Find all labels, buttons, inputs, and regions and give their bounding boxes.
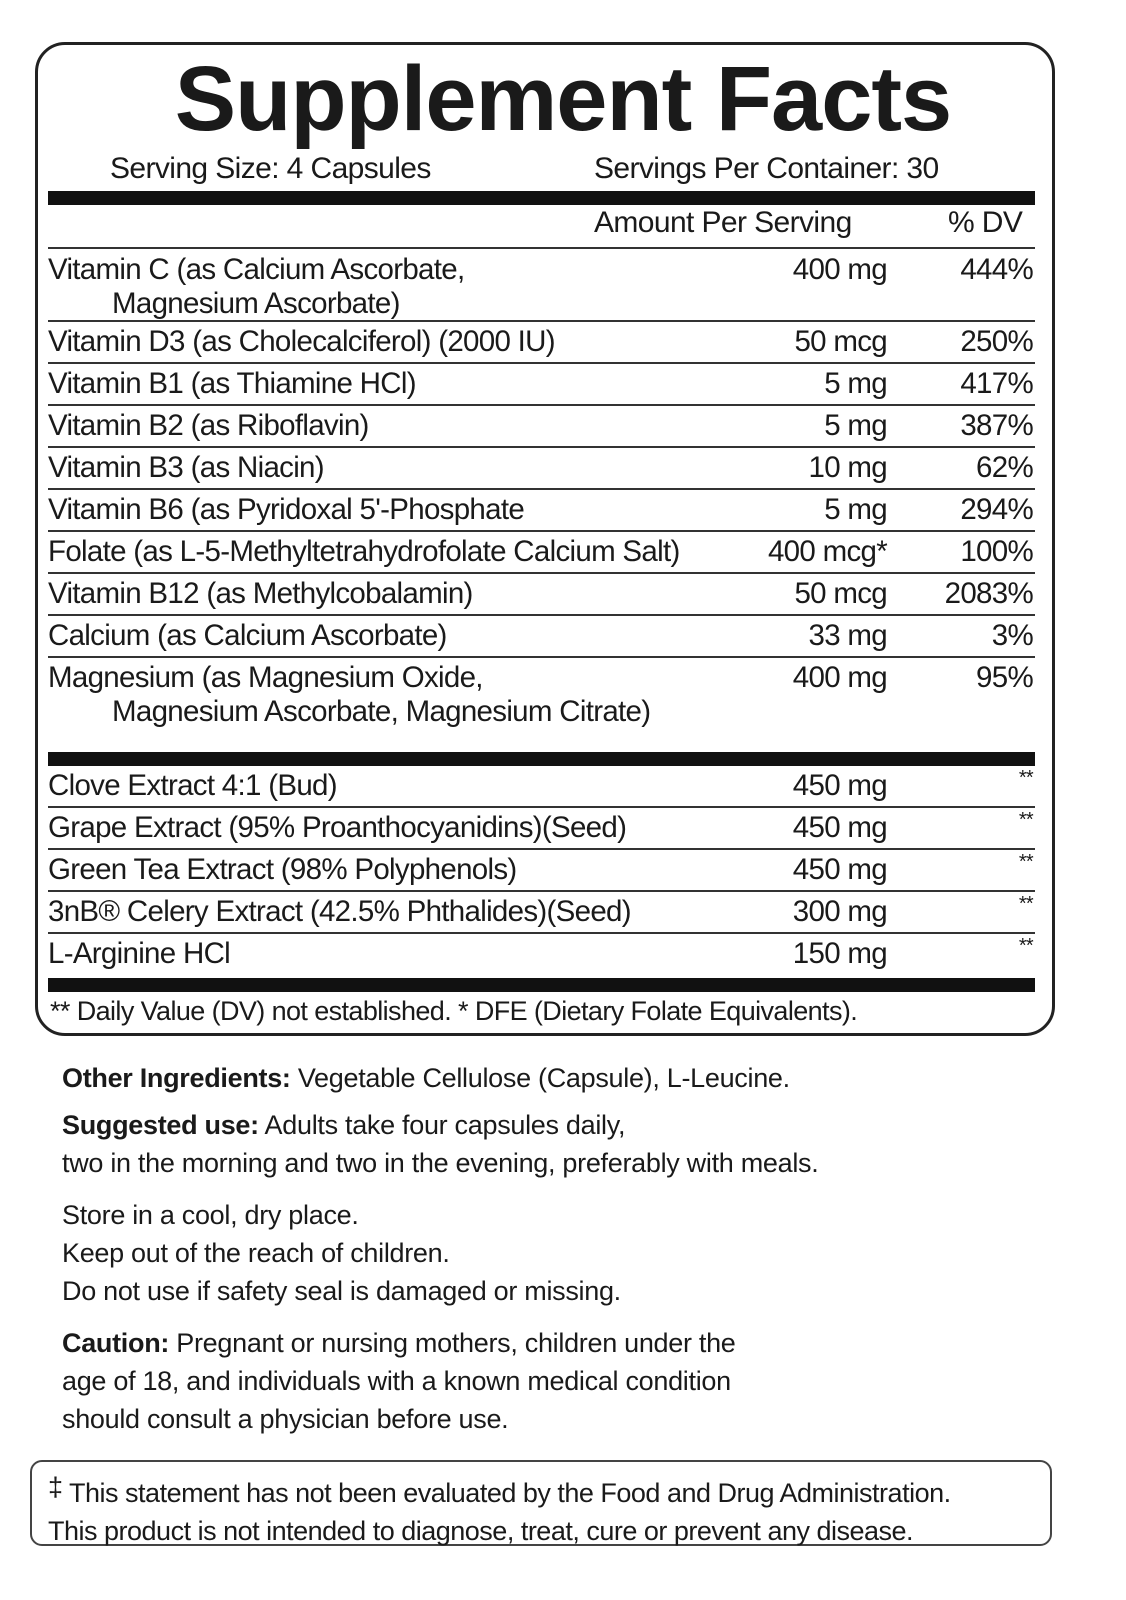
ingredient-dv: 3% <box>991 619 1034 652</box>
ingredient-amount: 300 mg <box>792 895 888 928</box>
text: This statement has not been evaluated by… <box>62 1478 951 1508</box>
fda-disclaimer: ‡ This statement has not been evaluated … <box>30 1460 1052 1546</box>
dv-header: % DV <box>948 206 1023 239</box>
serving-size: Serving Size: 4 Capsules <box>110 152 431 185</box>
ingredient-dv: 2083% <box>944 577 1034 610</box>
ingredient-name: Magnesium (as Magnesium Oxide, <box>48 661 483 694</box>
ingredient-row: Vitamin B2 (as Riboflavin) 5 mg 387% <box>48 406 1035 448</box>
ingredient-name-cont: Magnesium Ascorbate) <box>112 287 400 320</box>
ingredient-name: Vitamin D3 (as Cholecalciferol) (2000 IU… <box>48 325 556 358</box>
ingredient-name: Calcium (as Calcium Ascorbate) <box>48 619 447 652</box>
text: age of 18, and individuals with a known … <box>62 1366 731 1396</box>
ingredient-name: 3nB® Celery Extract (42.5% Phthalides)(S… <box>48 895 632 928</box>
text: Pregnant or nursing mothers, children un… <box>169 1328 736 1358</box>
ingredient-row: Green Tea Extract (98% Polyphenols) 450 m… <box>48 850 1035 892</box>
ingredient-row: Grape Extract (95% Proanthocyanidins)(Se… <box>48 808 1035 850</box>
ingredient-name-cont: Magnesium Ascorbate, Magnesium Citrate) <box>112 695 651 728</box>
ingredient-row: Clove Extract 4:1 (Bud) 450 mg ** <box>48 766 1035 808</box>
ingredient-amount: 50 mcg <box>794 577 887 610</box>
label: Caution: <box>62 1328 170 1358</box>
ingredient-amount: 450 mg <box>792 853 888 886</box>
ingredient-amount: 5 mg <box>824 493 887 526</box>
supplement-facts-panel <box>35 42 1055 1036</box>
ingredient-dv: 62% <box>976 451 1034 484</box>
ingredient-dv: ** <box>1018 935 1034 957</box>
label: Other Ingredients: <box>62 1063 291 1093</box>
ingredient-dv: ** <box>1018 893 1034 915</box>
text: Keep out of the reach of children. <box>62 1238 450 1268</box>
suggested-use: Suggested use: Adults take four capsules… <box>62 1106 819 1182</box>
dagger-mark: ‡ <box>48 1472 63 1502</box>
ingredient-name: Grape Extract (95% Proanthocyanidins)(Se… <box>48 811 627 844</box>
ingredient-dv: 387% <box>960 409 1033 442</box>
ingredient-name: Vitamin B12 (as Methylcobalamin) <box>48 577 473 610</box>
ingredient-name: Vitamin B3 (as Niacin) <box>48 451 325 484</box>
ingredient-row: Folate (as L-5-Methyltetrahydrofolate Ca… <box>48 532 1035 574</box>
thick-divider <box>48 752 1035 766</box>
ingredient-dv: ** <box>1018 851 1034 873</box>
text: Adults take four capsules daily, <box>258 1110 626 1140</box>
ingredient-row: 3nB® Celery Extract (42.5% Phthalides)(S… <box>48 892 1035 934</box>
ingredient-dv: 250% <box>960 325 1033 358</box>
text: Store in a cool, dry place. <box>62 1200 359 1230</box>
ingredient-row: Calcium (as Calcium Ascorbate) 33 mg 3% <box>48 616 1035 658</box>
ingredient-row: Vitamin B12 (as Methylcobalamin) 50 mcg 20… <box>48 574 1035 616</box>
ingredient-name: Vitamin B1 (as Thiamine HCl) <box>48 367 417 400</box>
thick-divider <box>48 978 1035 992</box>
ingredient-dv: 95% <box>976 661 1034 694</box>
vitamin-rows: Vitamin C (as Calcium Ascorbate, Magnesiu… <box>48 250 1035 730</box>
label: Suggested use: <box>62 1110 259 1140</box>
ingredient-amount: 5 mg <box>824 367 887 400</box>
thick-divider <box>48 191 1035 205</box>
ingredient-dv: ** <box>1018 809 1034 831</box>
ingredient-amount: 400 mg <box>792 253 888 286</box>
ingredient-name: Vitamin B2 (as Riboflavin) <box>48 409 369 442</box>
other-ingredients: Other Ingredients: Vegetable Cellulose (… <box>62 1059 790 1097</box>
ingredient-amount: 10 mg <box>808 451 888 484</box>
ingredient-row: Vitamin B6 (as Pyridoxal 5'-Phosphate 5 m… <box>48 490 1035 532</box>
ingredient-name: Vitamin B6 (as Pyridoxal 5'-Phosphate <box>48 493 525 526</box>
ingredient-dv: 417% <box>960 367 1033 400</box>
amount-header: Amount Per Serving <box>594 206 852 239</box>
text: should consult a physician before use. <box>62 1404 509 1434</box>
ingredient-dv: 100% <box>960 535 1033 568</box>
ingredient-name: Green Tea Extract (98% Polyphenols) <box>48 853 517 886</box>
ingredient-amount: 400 mg <box>792 661 888 694</box>
ingredient-amount: 450 mg <box>792 769 888 802</box>
footnote: ** Daily Value (DV) not established. * D… <box>50 996 858 1026</box>
ingredient-row: Vitamin D3 (as Cholecalciferol) (2000 IU… <box>48 322 1035 364</box>
ingredient-row: Magnesium (as Magnesium Oxide, Magnesium … <box>48 658 1035 730</box>
ingredient-row: Vitamin B3 (as Niacin) 10 mg 62% <box>48 448 1035 490</box>
text: Vegetable Cellulose (Capsule), L-Leucine… <box>290 1063 790 1093</box>
ingredient-amount: 50 mcg <box>794 325 887 358</box>
text: Do not use if safety seal is damaged or … <box>62 1276 621 1306</box>
panel-title: Supplement Facts <box>174 48 952 150</box>
ingredient-amount: 5 mg <box>824 409 887 442</box>
ingredient-dv: 444% <box>960 253 1033 286</box>
ingredient-name: L-Arginine HCl <box>48 937 231 970</box>
ingredient-amount: 33 mg <box>808 619 888 652</box>
ingredient-row: L-Arginine HCl 150 mg ** <box>48 934 1035 976</box>
text: This product is not intended to diagnose… <box>48 1516 914 1546</box>
servings-per-container: Servings Per Container: 30 <box>594 152 939 185</box>
ingredient-dv: ** <box>1018 767 1034 789</box>
ingredient-dv: 294% <box>960 493 1033 526</box>
ingredient-name: Clove Extract 4:1 (Bud) <box>48 769 338 802</box>
ingredient-amount: 150 mg <box>792 937 888 970</box>
ingredient-name: Folate (as L-5-Methyltetrahydrofolate Ca… <box>48 535 680 568</box>
ingredient-amount: 400 mcg* <box>767 535 888 568</box>
caution: Caution: Pregnant or nursing mothers, ch… <box>62 1324 736 1438</box>
ingredient-row: Vitamin B1 (as Thiamine HCl) 5 mg 417% <box>48 364 1035 406</box>
storage: Store in a cool, dry place. Keep out of t… <box>62 1196 621 1310</box>
ingredient-row: Vitamin C (as Calcium Ascorbate, Magnesiu… <box>48 250 1035 322</box>
header-divider <box>48 247 1035 249</box>
ingredient-name: Vitamin C (as Calcium Ascorbate, <box>48 253 465 286</box>
text: two in the morning and two in the evenin… <box>62 1148 819 1178</box>
ingredient-amount: 450 mg <box>792 811 888 844</box>
extract-rows: Clove Extract 4:1 (Bud) 450 mg ** Grape Ext… <box>48 766 1035 976</box>
